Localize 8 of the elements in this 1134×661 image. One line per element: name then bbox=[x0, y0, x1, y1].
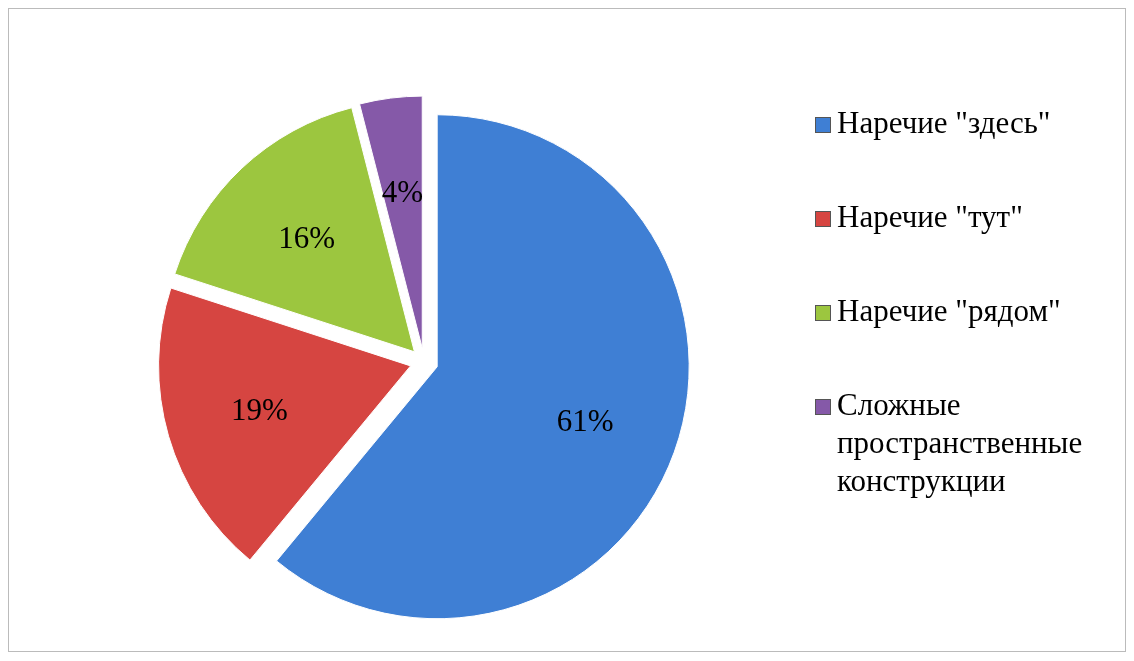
data-label: 16% bbox=[278, 219, 336, 255]
legend-label: Наречие "рядом" bbox=[837, 292, 1061, 330]
data-label: 19% bbox=[231, 392, 288, 428]
data-label: 4% bbox=[381, 174, 424, 210]
legend-label: Наречие "здесь" bbox=[837, 104, 1051, 142]
legend-label: Наречие "тут" bbox=[837, 198, 1023, 236]
data-label: 61% bbox=[556, 402, 614, 438]
legend-label: Сложные пространственные конструкции bbox=[837, 386, 1084, 500]
